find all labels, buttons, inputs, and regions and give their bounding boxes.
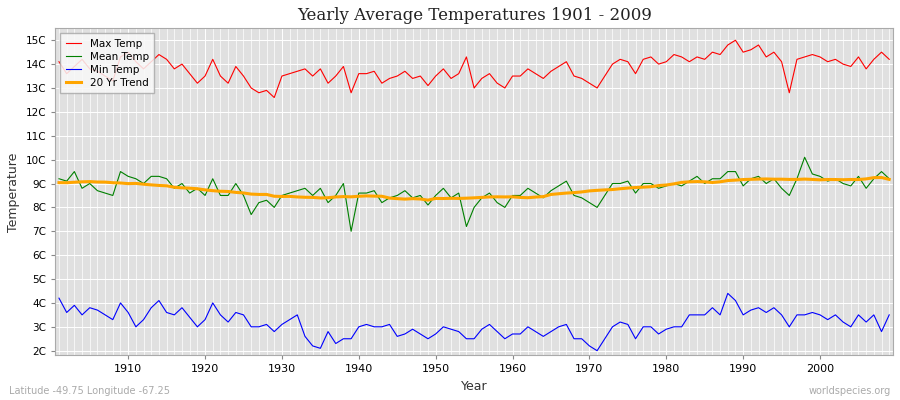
- Min Temp: [500, 336, 510, 341]
- 20 Yr Trend: [330, 194, 341, 199]
- 20 Yr Trend: [884, 177, 895, 182]
- 20 Yr Trend: [423, 198, 434, 202]
- 20 Yr Trend: [507, 194, 517, 199]
- Max Temp: [292, 69, 302, 74]
- Title: Yearly Average Temperatures 1901 - 2009: Yearly Average Temperatures 1901 - 2009: [297, 7, 652, 24]
- Min Temp: [284, 317, 295, 322]
- Max Temp: [338, 64, 349, 69]
- Mean Temp: [515, 193, 526, 198]
- Line: 20 Yr Trend: 20 Yr Trend: [59, 178, 889, 200]
- Min Temp: [591, 348, 602, 353]
- 20 Yr Trend: [284, 194, 295, 199]
- Max Temp: [884, 57, 895, 62]
- Min Temp: [884, 312, 895, 317]
- Mean Temp: [884, 176, 895, 181]
- Min Temp: [723, 291, 734, 296]
- Max Temp: [507, 74, 517, 78]
- Mean Temp: [54, 176, 65, 181]
- Max Temp: [608, 62, 618, 66]
- Max Temp: [515, 74, 526, 78]
- Min Temp: [330, 341, 341, 346]
- Line: Mean Temp: Mean Temp: [59, 157, 889, 231]
- Mean Temp: [330, 193, 341, 198]
- Min Temp: [115, 300, 126, 305]
- 20 Yr Trend: [115, 181, 126, 186]
- Max Temp: [269, 95, 280, 100]
- Text: worldspecies.org: worldspecies.org: [809, 386, 891, 396]
- 20 Yr Trend: [608, 187, 618, 192]
- Y-axis label: Temperature: Temperature: [7, 152, 20, 232]
- X-axis label: Year: Year: [461, 380, 488, 393]
- Text: Latitude -49.75 Longitude -67.25: Latitude -49.75 Longitude -67.25: [9, 386, 170, 396]
- Max Temp: [115, 54, 126, 59]
- Line: Min Temp: Min Temp: [59, 293, 889, 351]
- Line: Max Temp: Max Temp: [59, 40, 889, 98]
- Mean Temp: [115, 169, 126, 174]
- 20 Yr Trend: [54, 180, 65, 185]
- Max Temp: [730, 38, 741, 43]
- 20 Yr Trend: [515, 195, 526, 200]
- Max Temp: [54, 59, 65, 64]
- 20 Yr Trend: [876, 175, 886, 180]
- Min Temp: [608, 324, 618, 329]
- Min Temp: [54, 296, 65, 300]
- Mean Temp: [284, 191, 295, 196]
- Legend: Max Temp, Mean Temp, Min Temp, 20 Yr Trend: Max Temp, Mean Temp, Min Temp, 20 Yr Tre…: [60, 34, 154, 93]
- Mean Temp: [799, 155, 810, 160]
- Mean Temp: [608, 181, 618, 186]
- Min Temp: [507, 332, 517, 336]
- Mean Temp: [507, 193, 517, 198]
- Mean Temp: [346, 229, 356, 234]
